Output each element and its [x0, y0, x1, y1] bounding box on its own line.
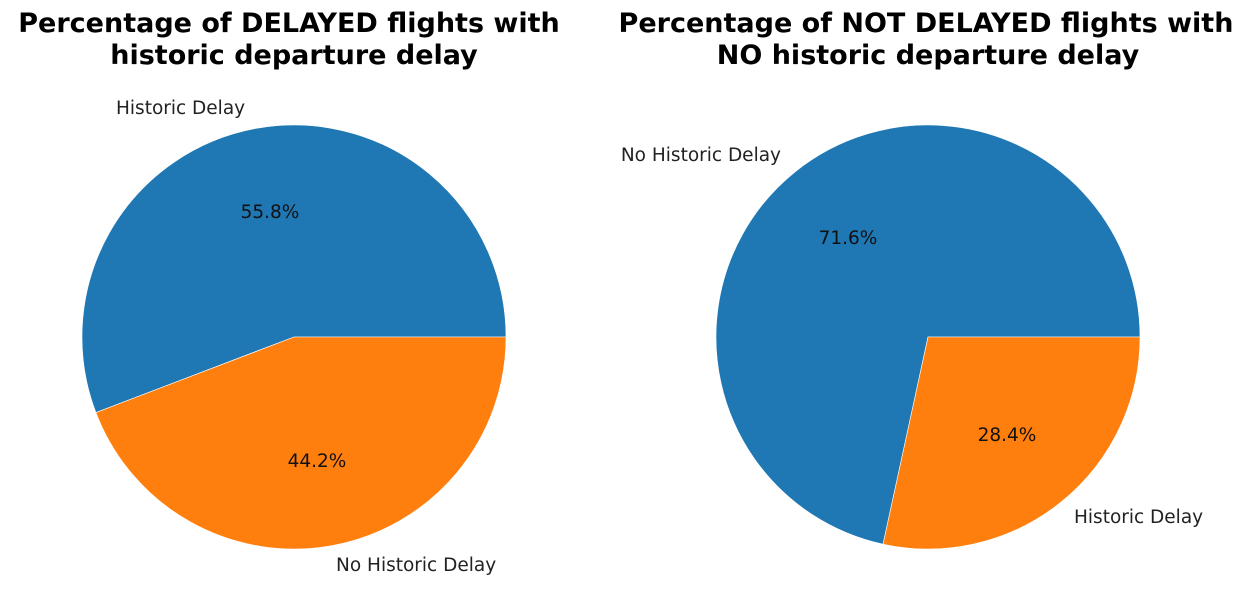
- chart-title-line1: Percentage of NOT DELAYED flights with: [619, 8, 1234, 39]
- pct-label-no-historic-delay: 71.6%: [819, 228, 878, 249]
- slice-label-no-historic-delay: No Historic Delay: [621, 145, 781, 166]
- pct-label-historic-delay: 28.4%: [978, 425, 1037, 446]
- pie-slice-no-historic-delay: [715, 124, 1141, 545]
- chart-title-line2: NO historic departure delay: [717, 40, 1140, 71]
- chart-title-line1: Percentage of DELAYED flights with: [18, 8, 560, 39]
- slice-label-historic-delay: Historic Delay: [1074, 507, 1203, 528]
- pct-label-historic-delay: 55.8%: [241, 202, 300, 223]
- pct-label-no-historic-delay: 44.2%: [288, 451, 347, 472]
- pie-slice-historic-delay: [882, 336, 1141, 550]
- slice-label-historic-delay: Historic Delay: [116, 98, 245, 119]
- pie-chart-not-delayed: Percentage of NOT DELAYED flights with N…: [619, 8, 1234, 550]
- pie-slice-no-historic-delay: [95, 336, 507, 550]
- pie-chart-delayed: Percentage of DELAYED flights with histo…: [18, 8, 560, 576]
- slice-label-no-historic-delay: No Historic Delay: [336, 555, 496, 576]
- pie-slice-historic-delay: [81, 124, 507, 413]
- chart-title-line2: historic departure delay: [110, 40, 478, 71]
